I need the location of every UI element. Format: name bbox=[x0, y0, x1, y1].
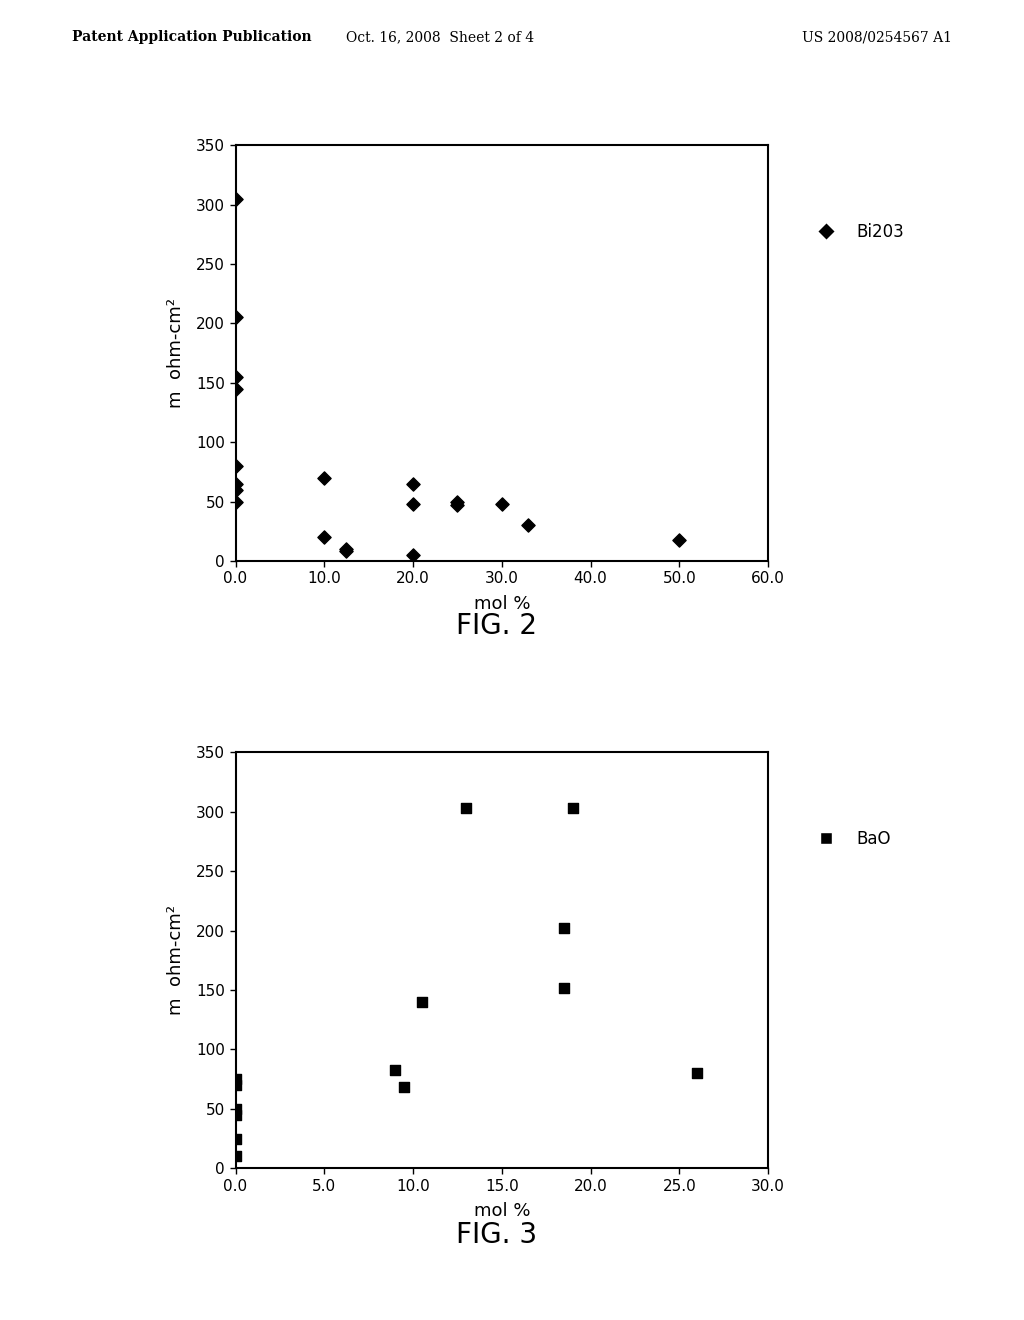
Point bbox=[227, 1074, 244, 1096]
Point bbox=[671, 529, 687, 550]
Point bbox=[396, 1077, 413, 1098]
Point bbox=[227, 189, 244, 210]
Legend: Bi203: Bi203 bbox=[803, 216, 910, 247]
Point bbox=[316, 467, 333, 488]
Legend: BaO: BaO bbox=[803, 824, 897, 854]
X-axis label: mol %: mol % bbox=[473, 595, 530, 612]
Point bbox=[520, 515, 537, 536]
Point bbox=[689, 1063, 706, 1084]
Text: Oct. 16, 2008  Sheet 2 of 4: Oct. 16, 2008 Sheet 2 of 4 bbox=[346, 30, 535, 45]
Point bbox=[556, 917, 572, 939]
Point bbox=[227, 1104, 244, 1125]
Point bbox=[338, 541, 354, 562]
X-axis label: mol %: mol % bbox=[473, 1203, 530, 1220]
Text: FIG. 3: FIG. 3 bbox=[456, 1221, 538, 1249]
Point bbox=[227, 1098, 244, 1119]
Point bbox=[387, 1059, 403, 1080]
Y-axis label: m  ohm-cm²: m ohm-cm² bbox=[167, 298, 185, 408]
Point bbox=[450, 491, 466, 512]
Point bbox=[227, 491, 244, 512]
Point bbox=[227, 379, 244, 400]
Point bbox=[227, 479, 244, 500]
Point bbox=[404, 474, 421, 495]
Point bbox=[404, 545, 421, 566]
Point bbox=[227, 1146, 244, 1167]
Point bbox=[227, 308, 244, 329]
Point bbox=[404, 494, 421, 515]
Text: Patent Application Publication: Patent Application Publication bbox=[72, 30, 311, 45]
Point bbox=[227, 455, 244, 477]
Point bbox=[227, 1069, 244, 1090]
Point bbox=[227, 1127, 244, 1148]
Point bbox=[556, 977, 572, 998]
Point bbox=[450, 495, 466, 516]
Point bbox=[316, 527, 333, 548]
Point bbox=[227, 367, 244, 388]
Y-axis label: m  ohm-cm²: m ohm-cm² bbox=[167, 906, 185, 1015]
Point bbox=[338, 539, 354, 560]
Point bbox=[458, 797, 474, 818]
Point bbox=[564, 797, 581, 818]
Text: FIG. 2: FIG. 2 bbox=[456, 612, 538, 640]
Point bbox=[227, 474, 244, 495]
Text: US 2008/0254567 A1: US 2008/0254567 A1 bbox=[803, 30, 952, 45]
Point bbox=[414, 991, 430, 1012]
Point bbox=[494, 494, 510, 515]
